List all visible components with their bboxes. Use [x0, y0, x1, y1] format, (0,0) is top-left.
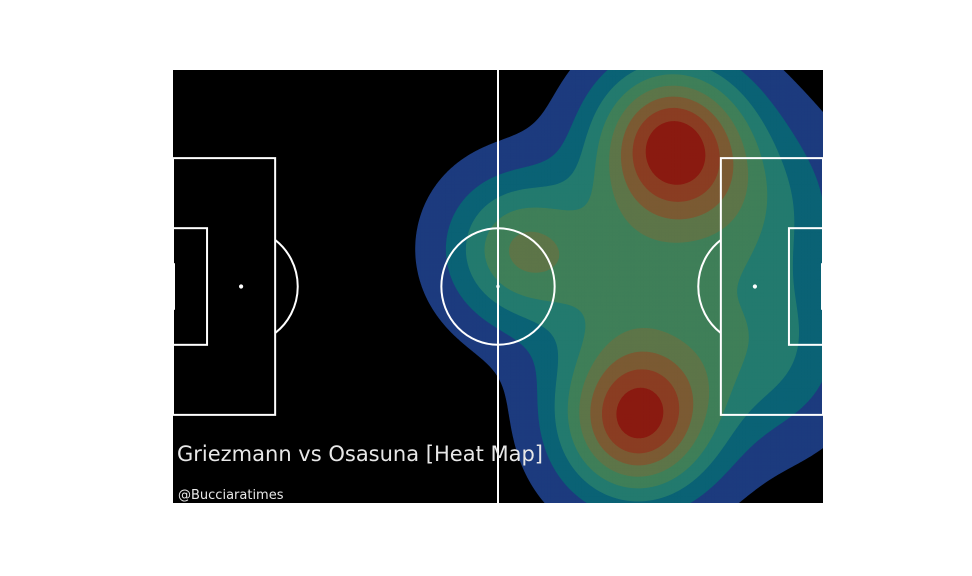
right-six-yard-box [787, 227, 823, 346]
center-circle [440, 227, 556, 346]
heat-contour-layer [415, 70, 823, 503]
pitch-lines [173, 70, 823, 503]
chart-title: Griezmann vs Osasuna [Heat Map] [177, 442, 543, 466]
right-penalty-spot [752, 284, 758, 289]
heat-contour-level-8 [616, 121, 706, 439]
right-penalty-arc [697, 239, 722, 334]
left-six-yard-box [173, 227, 209, 346]
chart-credit: @Bucciaratimes [178, 488, 284, 503]
left-penalty-area [173, 157, 277, 416]
left-penalty-spot [238, 284, 244, 289]
left-penalty-arc [274, 239, 299, 334]
center-spot [496, 284, 500, 289]
